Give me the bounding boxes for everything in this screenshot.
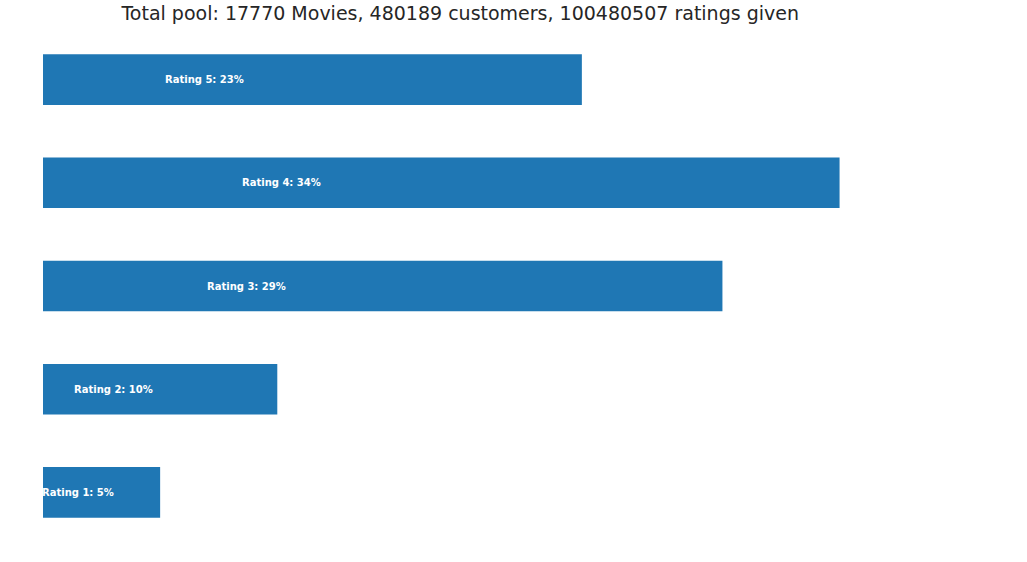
svg-text:Rating 3: 29%: Rating 3: 29% (207, 281, 286, 292)
svg-text:Rating 5: 23%: Rating 5: 23% (165, 74, 244, 85)
svg-text:Rating 1: 5%: Rating 1: 5% (42, 487, 114, 498)
svg-text:Rating 4: 34%: Rating 4: 34% (242, 177, 321, 188)
svg-text:Total pool: 17770 Movies, 4801: Total pool: 17770 Movies, 480189 custome… (120, 2, 799, 24)
svg-text:Rating 2: 10%: Rating 2: 10% (74, 384, 153, 395)
